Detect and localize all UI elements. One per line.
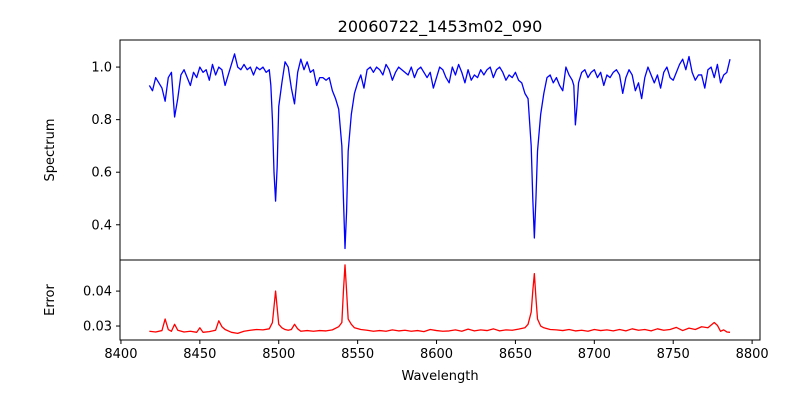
y-tick-label: 0.8 xyxy=(91,113,112,128)
y-axis-label-spectrum: Spectrum xyxy=(43,119,58,182)
x-axis-label: Wavelength xyxy=(401,369,478,384)
y-tick-label: 1.0 xyxy=(91,61,112,76)
y-tick-label: 0.04 xyxy=(83,285,112,300)
x-tick-label: 8550 xyxy=(341,347,374,362)
error-line xyxy=(149,264,731,335)
y-axis-label-error: Error xyxy=(43,284,58,316)
x-tick-label: 8500 xyxy=(262,347,295,362)
chart-title: 20060722_1453m02_090 xyxy=(338,17,543,37)
spectrum-line xyxy=(148,53,731,250)
x-tick-label: 8450 xyxy=(183,347,216,362)
y-tick-label: 0.03 xyxy=(83,320,112,335)
x-tick-label: 8750 xyxy=(657,347,690,362)
x-tick-label: 8650 xyxy=(499,347,532,362)
y-tick-label: 0.4 xyxy=(91,218,112,233)
x-tick-label: 8400 xyxy=(104,347,137,362)
y-tick-label: 0.6 xyxy=(91,166,112,181)
bottom-axes-frame xyxy=(119,259,761,341)
x-tick-label: 8700 xyxy=(578,347,611,362)
x-tick-label: 8600 xyxy=(420,347,453,362)
x-tick-label: 8800 xyxy=(736,347,769,362)
